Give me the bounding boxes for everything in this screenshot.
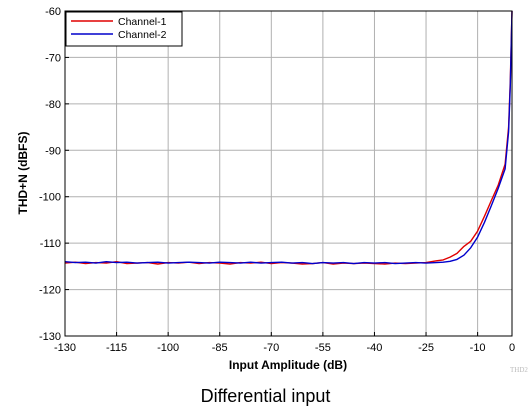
grid-lines [64,10,513,337]
x-tick-label: -85 [212,342,228,354]
x-axis-label: Input Amplitude (dB) [229,358,347,372]
legend-label: Channel-1 [118,16,167,28]
x-tick-label: -130 [54,342,76,354]
x-tick-label: -10 [470,342,486,354]
series-line-channel-2 [64,10,513,265]
y-axis-label: THD+N (dBFS) [16,132,30,215]
series-lines [64,10,513,265]
x-tick-label: -25 [418,342,434,354]
plot-frame [64,10,513,337]
y-tick-label: -110 [40,238,61,250]
x-tick-label: -115 [106,342,127,354]
x-axis-ticks: -130 -115 -100 -85 -70 -55 -40 -25 -10 0 [54,332,515,354]
watermark: THD2 [510,366,528,374]
x-tick-label: -70 [263,342,279,354]
legend-box [65,11,183,47]
legend-label: Channel-2 [118,29,167,41]
x-tick-label: 0 [509,342,515,354]
y-tick-label: -70 [45,52,61,64]
series-line-channel-1 [64,10,513,265]
y-tick-label: -60 [45,6,61,18]
y-axis-ticks: -60 -70 -80 -90 -100 -110 -120 -130 [39,6,69,343]
y-tick-label: -80 [45,99,61,111]
y-tick-label: -100 [39,192,61,204]
caption: Differential input [200,386,331,406]
thd-chart: -60-70-80-90-100-110-120-130 -130 -115 -10… [16,6,528,374]
x-tick-label: -55 [315,342,331,354]
x-tick-label: -40 [367,342,383,354]
y-tick-label: -130 [39,331,61,343]
x-tick-label: -100 [157,342,179,354]
y-tick-label: -90 [45,145,61,157]
y-tick-label: -120 [39,285,61,297]
